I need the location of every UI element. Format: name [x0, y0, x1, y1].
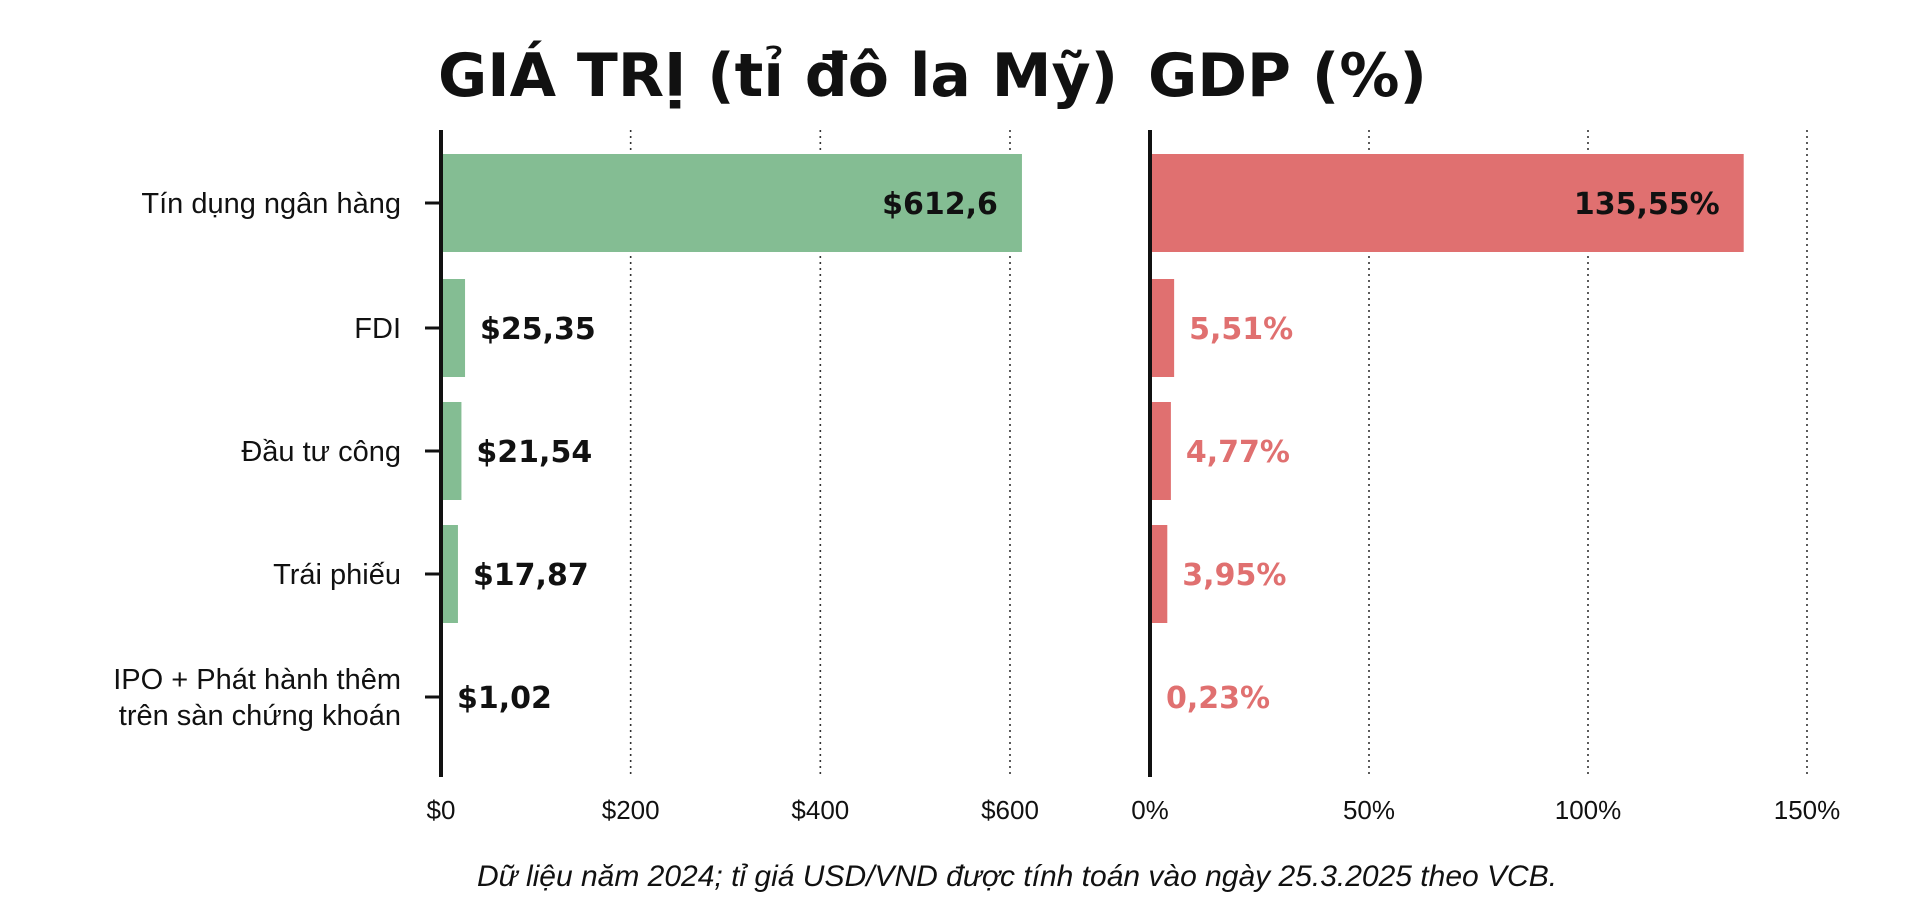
value-bar — [441, 402, 462, 500]
gdp-tick-label: 150% — [1774, 795, 1841, 825]
value-data-label: $612,6 — [882, 187, 998, 222]
category-labels: Tín dụng ngân hàng FDI Đầu tư công Trái phi… — [113, 188, 401, 732]
gdp-panel: 0% 50% 100% 150% 135,55% 5,51% 4,77% 3,95% 0,23% — [1131, 130, 1840, 825]
gdp-tick-label: 100% — [1555, 795, 1622, 825]
value-bar — [441, 279, 466, 377]
value-tick-label: $0 — [427, 795, 456, 825]
gdp-tick-label: 50% — [1343, 795, 1395, 825]
value-panel: $0 $200 $400 $600 $612,6 $25,35 $21,54 $17,87 $1… — [425, 130, 1039, 825]
gdp-data-label: 135,55% — [1574, 187, 1720, 222]
value-data-label: $1,02 — [457, 681, 552, 716]
value-bar — [441, 154, 1022, 252]
gdp-bar — [1150, 525, 1168, 623]
gdp-data-label: 0,23% — [1166, 681, 1270, 716]
footnote: Dữ liệu năm 2024; tỉ giá USD/VND được tí… — [477, 860, 1557, 893]
gdp-tick-label: 0% — [1131, 795, 1169, 825]
gdp-panel-title: GDP (%) — [1148, 41, 1427, 111]
value-tick-label: $400 — [791, 795, 849, 825]
gdp-bar — [1150, 402, 1171, 500]
category-label: IPO + Phát hành thêm — [113, 664, 401, 696]
value-data-label: $17,87 — [473, 558, 589, 593]
value-data-label: $21,54 — [476, 435, 592, 470]
gdp-data-label: 4,77% — [1186, 435, 1290, 470]
value-data-label: $25,35 — [480, 312, 596, 347]
category-label: Đầu tư công — [241, 436, 401, 468]
value-panel-title: GIÁ TRỊ (tỉ đô la Mỹ) — [438, 40, 1118, 111]
category-label: FDI — [354, 313, 401, 345]
gdp-data-label: 3,95% — [1182, 558, 1286, 593]
gdp-data-label: 5,51% — [1189, 312, 1293, 347]
category-label: trên sàn chứng khoán — [119, 700, 401, 732]
gdp-bar — [1150, 154, 1744, 252]
value-tick-label: $600 — [981, 795, 1039, 825]
value-tick-label: $200 — [602, 795, 660, 825]
gdp-bar — [1150, 279, 1175, 377]
category-label: Trái phiếu — [273, 559, 401, 591]
category-label: Tín dụng ngân hàng — [141, 188, 401, 220]
value-bar — [441, 525, 458, 623]
